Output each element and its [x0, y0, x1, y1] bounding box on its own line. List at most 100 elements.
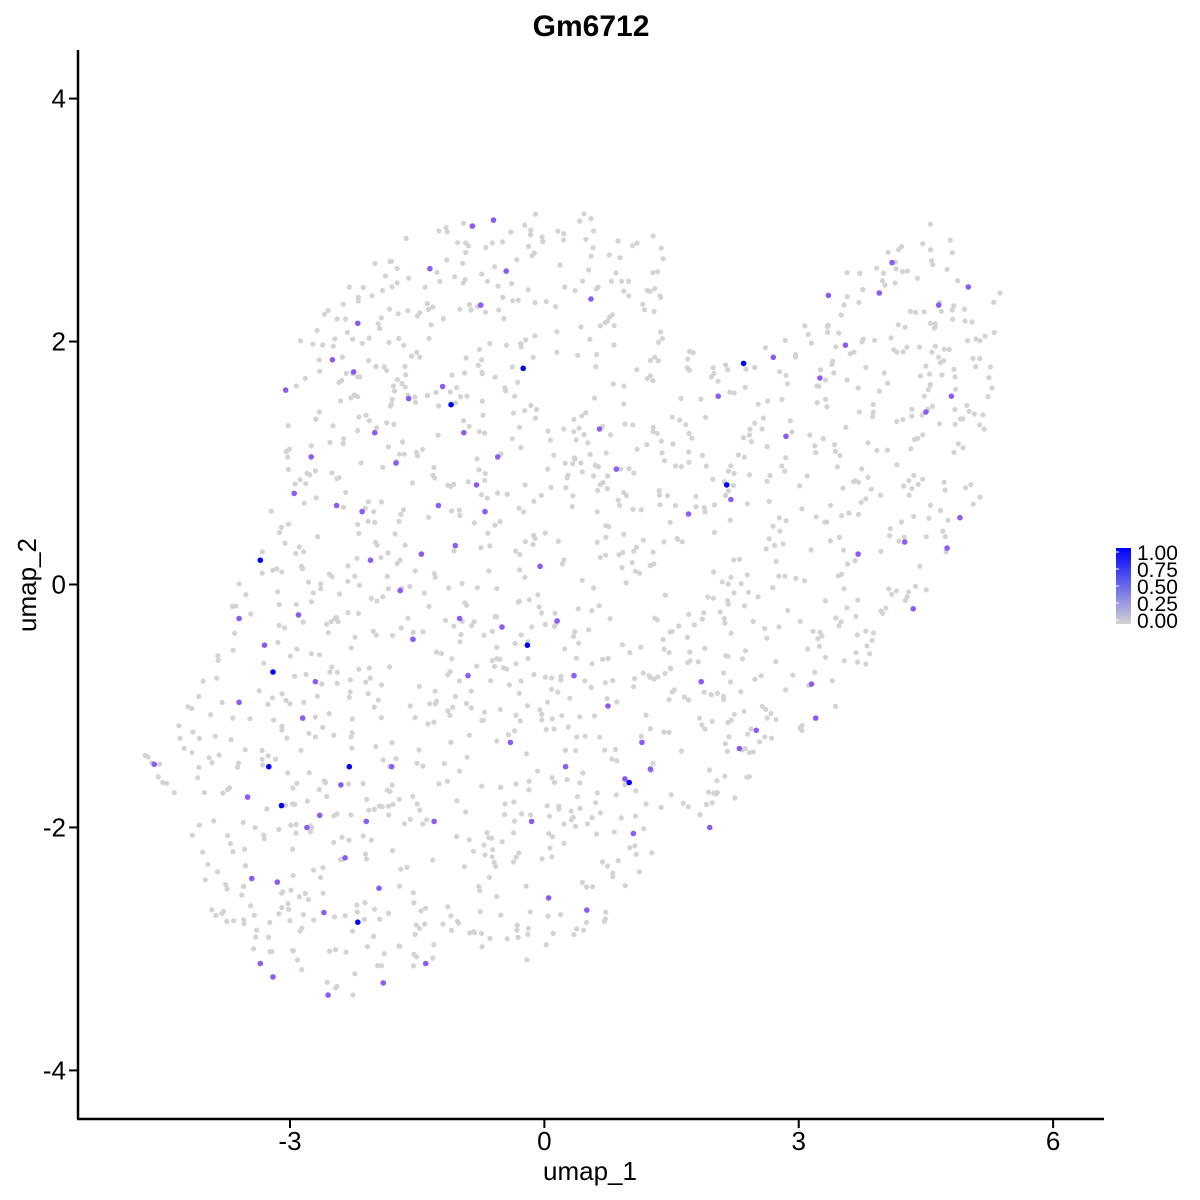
- cell-point: [539, 856, 545, 862]
- cell-point: [750, 749, 756, 755]
- cell-point: [577, 780, 583, 786]
- cell-point: [436, 403, 442, 409]
- cell-point: [539, 717, 545, 723]
- cell-point: [537, 707, 543, 713]
- cell-point: [728, 630, 734, 636]
- cell-point: [319, 681, 325, 687]
- cell-point: [625, 278, 632, 284]
- cell-point: [684, 634, 691, 640]
- cell-point: [276, 622, 282, 629]
- cell-point: [515, 297, 521, 303]
- cell-point: [426, 603, 432, 610]
- cell-point: [313, 495, 319, 501]
- cell-point: [287, 918, 293, 924]
- cell-point: [532, 299, 538, 306]
- cell-point: [647, 357, 654, 363]
- cell-point: [298, 747, 304, 753]
- cell-point: [349, 716, 355, 722]
- cell-point: [497, 518, 503, 525]
- cell-point: [375, 963, 381, 969]
- cell-point: [588, 684, 594, 691]
- cell-point: [898, 519, 905, 525]
- cell-point: [555, 538, 561, 544]
- cell-point: [720, 693, 727, 700]
- cell-point: [772, 542, 778, 549]
- cell-point: [525, 655, 531, 662]
- cell-point: [403, 235, 409, 241]
- cell-point: [390, 848, 396, 854]
- expressing-cell-point: [422, 960, 429, 967]
- cell-point: [396, 335, 402, 342]
- cell-point: [497, 656, 503, 662]
- cell-point: [901, 534, 907, 540]
- cell-point: [607, 616, 613, 622]
- cell-point: [673, 463, 679, 469]
- cell-point: [466, 732, 472, 738]
- cell-point: [345, 578, 351, 584]
- cell-point: [721, 616, 727, 622]
- cell-point: [587, 451, 593, 457]
- cell-point: [337, 856, 343, 863]
- cell-point: [551, 452, 557, 458]
- cell-point: [744, 774, 750, 780]
- cell-point: [864, 643, 870, 649]
- cell-point: [301, 699, 307, 706]
- cell-point: [435, 432, 441, 438]
- cell-point: [731, 390, 737, 396]
- cell-point: [260, 762, 266, 768]
- cell-point: [840, 485, 846, 491]
- cell-point: [517, 567, 523, 573]
- cell-point: [445, 482, 451, 488]
- cell-point: [685, 659, 691, 666]
- cell-point: [375, 697, 381, 703]
- cell-point: [589, 815, 595, 821]
- cell-point: [333, 985, 339, 991]
- cell-point: [457, 394, 464, 400]
- cell-point: [481, 842, 487, 848]
- cell-point: [592, 713, 598, 719]
- cell-point: [672, 502, 679, 509]
- cell-point: [597, 554, 603, 561]
- cell-point: [588, 253, 594, 259]
- cell-point: [396, 518, 402, 525]
- cell-point: [378, 499, 384, 505]
- cell-point: [318, 586, 324, 592]
- cell-point: [354, 555, 360, 561]
- cell-point: [620, 550, 626, 556]
- cell-point: [921, 309, 927, 315]
- cell-point: [741, 603, 748, 609]
- cell-point: [658, 329, 664, 335]
- cell-point: [925, 387, 931, 393]
- cell-point: [518, 341, 524, 347]
- cell-point: [534, 768, 541, 774]
- cell-point: [766, 536, 772, 542]
- cell-point: [894, 462, 900, 468]
- expressing-cell-point: [388, 763, 395, 770]
- cell-point: [302, 375, 308, 381]
- cell-point: [577, 805, 583, 812]
- cell-point: [346, 837, 352, 843]
- cell-point: [302, 890, 308, 897]
- cell-point: [425, 306, 431, 313]
- cell-point: [386, 339, 392, 346]
- cell-point: [468, 307, 474, 313]
- cell-point: [248, 903, 254, 909]
- cell-point: [621, 531, 627, 537]
- cell-point: [618, 466, 624, 472]
- cell-point: [723, 362, 729, 368]
- cell-point: [678, 395, 684, 401]
- cell-point: [863, 364, 869, 370]
- cell-point: [810, 628, 816, 635]
- cell-point: [444, 229, 450, 235]
- y-tick-label: 2: [52, 327, 66, 357]
- cell-point: [307, 472, 313, 478]
- cell-point: [714, 778, 720, 784]
- cell-point: [627, 650, 633, 656]
- cell-point: [283, 802, 289, 809]
- cell-point: [697, 812, 703, 818]
- cell-point: [528, 402, 534, 408]
- cell-point: [417, 354, 423, 360]
- cell-point: [264, 806, 270, 812]
- cell-point: [339, 354, 345, 360]
- cell-point: [587, 336, 593, 342]
